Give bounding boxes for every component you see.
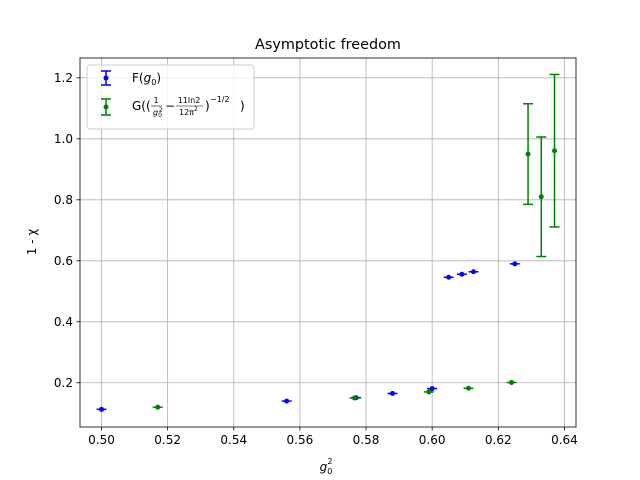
legend-marker-g <box>101 98 111 116</box>
point-marker <box>155 404 161 410</box>
svg-text:−1/2: −1/2 <box>210 95 230 104</box>
x-axis-label-sup: 2 <box>327 457 332 466</box>
y-axis-label: 1 - χ <box>25 229 39 256</box>
point-marker <box>459 271 465 277</box>
data-point <box>427 386 438 392</box>
y-tick-label: 0.2 <box>54 376 73 390</box>
svg-text:1: 1 <box>153 96 158 105</box>
x-tick-label: 0.52 <box>154 433 181 447</box>
point-marker <box>429 386 435 392</box>
svg-text:−: − <box>165 99 175 113</box>
point-marker <box>426 389 432 395</box>
legend-label-g: G(( 1 g02 − 11ln2 12π2 ) −1/2 ) <box>132 95 245 119</box>
data-point <box>349 395 360 401</box>
y-tick-label: 1.2 <box>54 71 73 85</box>
x-axis-ticks: 0.50 0.52 0.54 0.56 0.58 0.60 0.62 0.64 <box>88 427 578 447</box>
data-point <box>443 274 454 280</box>
point-marker <box>525 151 531 157</box>
point-marker <box>470 269 476 275</box>
data-point <box>509 261 520 267</box>
svg-text:): ) <box>205 99 210 113</box>
point-marker <box>284 398 290 404</box>
legend-box <box>86 64 255 130</box>
point-marker <box>389 390 395 396</box>
point-marker <box>446 274 452 280</box>
data-point <box>387 390 398 396</box>
svg-text:): ) <box>240 99 245 113</box>
series-layer <box>96 73 560 412</box>
x-tick-label: 0.60 <box>419 433 446 447</box>
svg-text:g02: g02 <box>153 107 163 119</box>
y-tick-label: 0.8 <box>54 193 73 207</box>
data-point <box>506 379 517 385</box>
legend: F(g0) G(( 1 g02 − 11ln2 12π2 ) −1/2 ) <box>86 64 255 130</box>
x-tick-label: 0.64 <box>551 433 578 447</box>
x-tick-label: 0.58 <box>353 433 380 447</box>
data-point <box>152 404 163 410</box>
point-marker <box>98 406 104 412</box>
y-tick-label: 0.6 <box>54 254 73 268</box>
data-point <box>463 385 474 391</box>
legend-marker-f <box>101 70 111 86</box>
data-point <box>281 398 292 404</box>
data-point <box>536 136 547 258</box>
data-point <box>96 406 107 412</box>
data-point <box>456 271 467 277</box>
chart-title: Asymptotic freedom <box>255 37 401 53</box>
x-tick-label: 0.50 <box>88 433 115 447</box>
x-axis-label: g02 <box>320 457 333 476</box>
y-tick-label: 1.0 <box>54 132 73 146</box>
data-point <box>468 269 479 275</box>
point-marker <box>552 148 558 154</box>
x-axis-label-base: g <box>320 460 328 474</box>
svg-text:12π2: 12π2 <box>179 106 198 117</box>
point-marker <box>538 194 544 200</box>
y-tick-label: 0.4 <box>54 315 73 329</box>
x-tick-label: 0.62 <box>485 433 512 447</box>
series-g <box>152 73 560 410</box>
point-marker <box>509 379 515 385</box>
data-point <box>523 102 534 206</box>
svg-text:11ln2: 11ln2 <box>178 96 201 105</box>
data-point <box>423 389 434 395</box>
point-marker <box>466 385 472 391</box>
y-axis-ticks: 0.2 0.4 0.6 0.8 1.0 1.2 <box>54 71 80 390</box>
legend-label-f: F(g0) <box>132 71 161 87</box>
point-marker <box>512 261 518 267</box>
plot-frame <box>79 57 577 428</box>
point-marker <box>351 395 357 401</box>
data-point <box>549 73 560 228</box>
x-tick-label: 0.54 <box>220 433 247 447</box>
x-axis-label-sub: 0 <box>327 467 332 476</box>
svg-text:G((: G(( <box>132 99 151 113</box>
x-tick-label: 0.56 <box>287 433 314 447</box>
